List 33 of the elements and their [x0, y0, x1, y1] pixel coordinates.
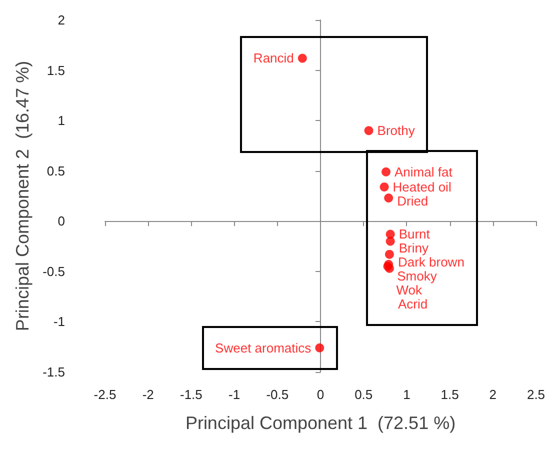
x-tick-label: -1.5	[180, 387, 202, 402]
y-tick-label: -1.5	[42, 364, 65, 380]
x-tick-label: -0.5	[266, 387, 289, 402]
data-label: Sweet aromatics	[215, 340, 312, 356]
x-tick-label: -2.5	[94, 387, 116, 402]
y-tick-label: 2	[58, 12, 65, 28]
data-label: Burnt	[398, 226, 430, 242]
x-tick-label: 0	[316, 387, 324, 402]
y-tick-label: 1	[58, 113, 65, 128]
data-label: Brothy	[377, 123, 416, 138]
data-label: Smoky	[397, 268, 438, 284]
data-label: Heated oil	[392, 179, 452, 194]
data-label: Dried	[397, 193, 428, 208]
x-tick-label: 1	[403, 387, 410, 402]
y-tick-label: -0.5	[42, 264, 65, 279]
y-tick-label: 0	[58, 214, 65, 229]
data-label: Acrid	[398, 296, 428, 312]
y-tick-label: -1	[53, 314, 65, 330]
y-axis-title: Principal Component 2 (16.47 %)	[12, 60, 33, 332]
x-tick-label: -2	[142, 387, 154, 402]
data-label: Rancid	[253, 50, 294, 66]
data-label: Animal fat	[394, 164, 453, 180]
x-tick-label: 2.5	[526, 387, 546, 402]
x-tick-label: -1	[228, 387, 240, 402]
data-label: Dark brown	[398, 254, 464, 270]
data-label: Briny	[398, 240, 429, 256]
x-axis-title: Principal Component 1 (72.51 %)	[185, 413, 456, 433]
x-tick-label: 2	[489, 387, 497, 402]
data-label: Wok	[396, 282, 422, 298]
y-tick-label: 1.5	[46, 62, 65, 78]
x-tick-label: 0.5	[354, 387, 373, 402]
y-tick-label: 0.5	[46, 163, 65, 178]
x-tick-label: 1.5	[440, 387, 459, 402]
